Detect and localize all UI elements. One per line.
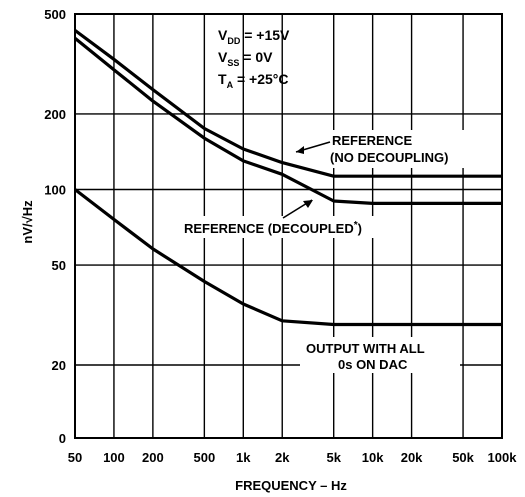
annotation-output-line1: OUTPUT WITH ALL — [306, 341, 425, 356]
x-tick-label: 5k — [326, 450, 341, 465]
series-line-output-all-zeros — [74, 188, 502, 327]
x-tick-label: 1k — [236, 450, 251, 465]
conditions-block: VDD = +15V VSS = 0V TA = +25°C — [218, 27, 290, 90]
x-tick-label: 2k — [275, 450, 290, 465]
tick-labels: 50 100 200 500 1k 2k 5k 10k 20k 50k 100k5002001005… — [44, 7, 517, 465]
condition-vss: VSS = 0V — [218, 49, 273, 68]
y-tick-label: 20 — [52, 358, 66, 373]
x-tick-label: 200 — [142, 450, 164, 465]
x-tick-label: 50 — [68, 450, 82, 465]
series-lines — [73, 29, 502, 327]
y-tick-label: 500 — [44, 7, 66, 22]
series-line-reference-decoupled — [73, 37, 502, 205]
x-tick-label: 50k — [452, 450, 474, 465]
annotation-no-decoupling-line2: (NO DECOUPLING) — [330, 150, 448, 165]
y-axis-label: nV/√Hz — [20, 200, 35, 244]
condition-vdd: VDD = +15V — [218, 27, 290, 46]
x-tick-label: 20k — [401, 450, 423, 465]
y-tick-label: 0 — [59, 431, 66, 446]
x-axis-label: FREQUENCY – Hz — [235, 478, 347, 493]
annotation-no-decoupling: REFERENCE (NO DECOUPLING) — [295, 130, 475, 168]
annotation-decoupled: REFERENCE (DECOUPLED*) — [180, 199, 395, 238]
y-tick-label: 100 — [44, 183, 66, 198]
x-tick-label: 10k — [362, 450, 384, 465]
annotation-decoupled-text: REFERENCE (DECOUPLED*) — [184, 220, 362, 236]
y-tick-label: 50 — [52, 258, 66, 273]
leader-arrow-decoupled — [303, 200, 313, 208]
x-tick-label: 500 — [194, 450, 216, 465]
leader-arrow-no-decoupling — [296, 146, 304, 154]
x-tick-label: 100k — [488, 450, 518, 465]
x-tick-label: 100 — [103, 450, 125, 465]
y-tick-label: 200 — [44, 107, 66, 122]
annotation-output-line2: 0s ON DAC — [338, 357, 408, 372]
annotation-no-decoupling-line1: REFERENCE — [332, 133, 413, 148]
annotation-output: OUTPUT WITH ALL 0s ON DAC — [300, 337, 460, 373]
series-line-reference-no-decoupling — [74, 29, 502, 178]
condition-ta: TA = +25°C — [218, 71, 288, 90]
